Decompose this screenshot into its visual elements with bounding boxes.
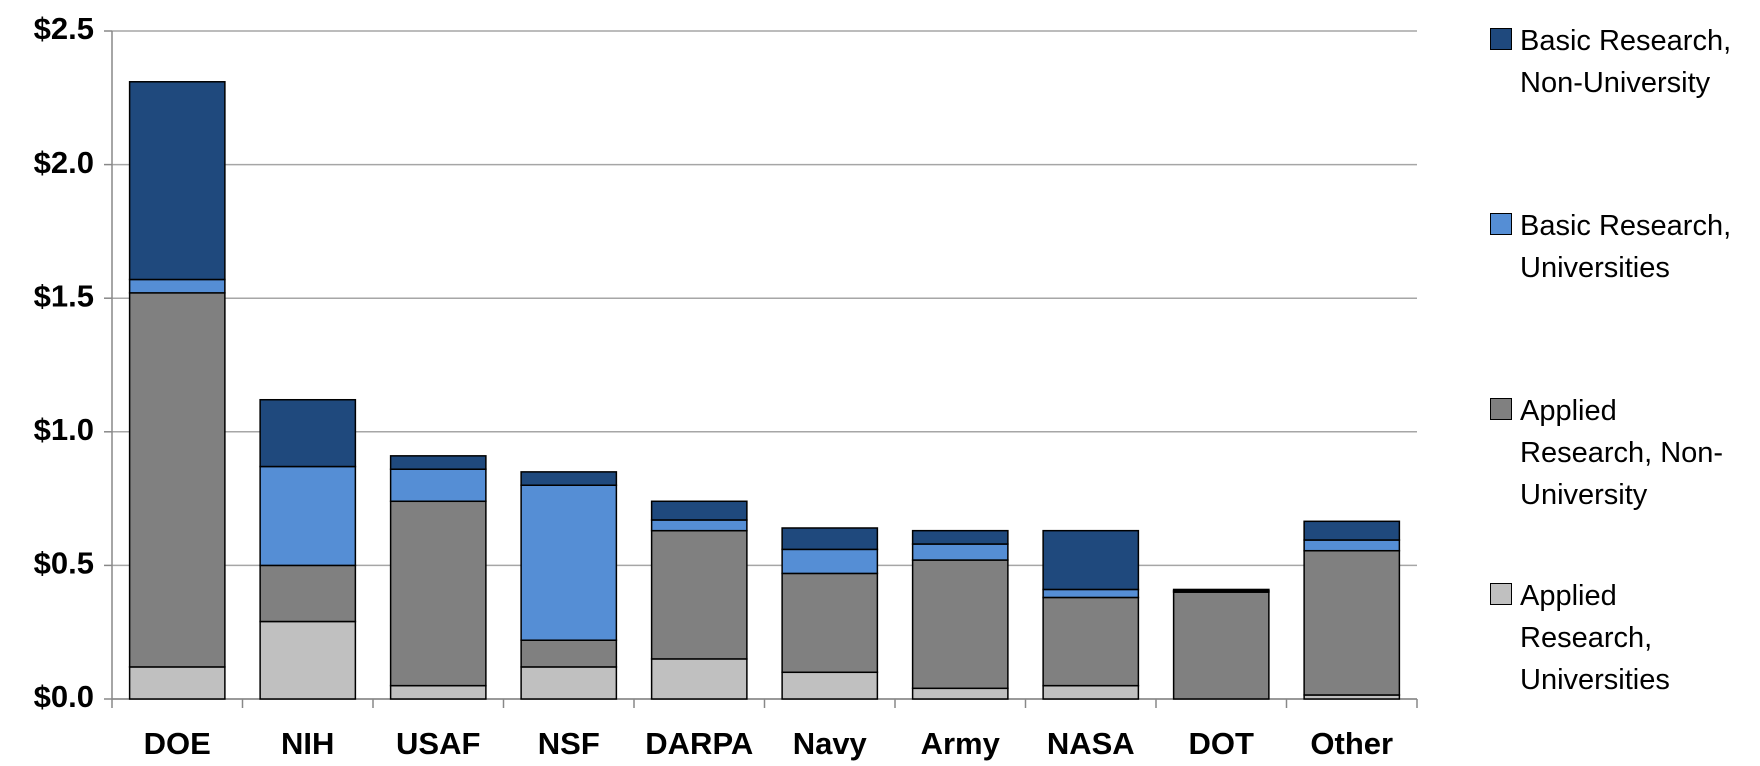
- x-tick-label: DOT: [1189, 726, 1255, 761]
- bar-segment: [1042, 596, 1140, 687]
- y-tick-label: $0.5: [34, 546, 94, 581]
- y-tick-label: $1.5: [34, 278, 94, 313]
- bar-segment: [650, 658, 748, 700]
- bar-segment: [781, 527, 879, 551]
- bar-segment: [389, 684, 487, 700]
- bar-segment: [650, 519, 748, 532]
- bar-segment: [911, 543, 1009, 561]
- bar-segment: [520, 639, 618, 668]
- bar-segment: [781, 548, 879, 575]
- legend-item: Applied Research, Universities: [1490, 575, 1758, 701]
- bar-segment: [1303, 549, 1401, 696]
- y-tick-label: $2.5: [34, 11, 94, 46]
- x-tick-label: NASA: [1047, 726, 1135, 761]
- x-tick-label: USAF: [396, 726, 480, 761]
- bar-segment: [520, 666, 618, 700]
- bar-segment: [259, 465, 357, 567]
- legend-label: Basic Research, Universities: [1520, 210, 1732, 284]
- bar-segment: [259, 564, 357, 623]
- bar-segment: [911, 529, 1009, 545]
- bar-segment: [781, 671, 879, 700]
- bar-segment: [128, 292, 226, 668]
- bar-segment: [259, 398, 357, 468]
- x-tick-label: Navy: [793, 726, 868, 761]
- x-tick-label: DOE: [144, 726, 211, 761]
- legend-item: Basic Research, Non-University: [1490, 20, 1758, 104]
- bar-segment: [259, 620, 357, 700]
- bar-segment: [911, 687, 1009, 700]
- y-tick-label: $0.0: [34, 679, 94, 714]
- bar-segment: [1042, 684, 1140, 700]
- bar-segment: [1042, 588, 1140, 599]
- legend-item: Applied Research, Non-University: [1490, 390, 1758, 516]
- legend-label: Applied Research, Universities: [1520, 580, 1670, 696]
- bar-segment: [1042, 529, 1140, 591]
- bar-segment: [389, 500, 487, 687]
- bar-segment: [1303, 520, 1401, 541]
- legend-swatch: [1490, 28, 1512, 50]
- x-tick-label: Other: [1310, 726, 1393, 761]
- bar-segment: [650, 500, 748, 521]
- legend-swatch: [1490, 398, 1512, 420]
- bar-segment: [389, 455, 487, 470]
- bar-segment: [520, 484, 618, 641]
- legend-label: Basic Research, Non-University: [1520, 25, 1732, 99]
- x-tick-label: Army: [921, 726, 1001, 761]
- x-tick-label: DARPA: [645, 726, 753, 761]
- bar-segment: [520, 471, 618, 486]
- x-tick-label: NIH: [281, 726, 334, 761]
- x-tick-label: NSF: [538, 726, 600, 761]
- bar-segment: [1303, 539, 1401, 552]
- y-tick-label: $2.0: [34, 145, 94, 180]
- bar-segment: [128, 666, 226, 700]
- bar-segment: [128, 278, 226, 294]
- bar-segment: [389, 468, 487, 503]
- legend-item: Basic Research, Universities: [1490, 205, 1758, 289]
- bar-segment: [1172, 591, 1270, 700]
- bar-segment: [1172, 588, 1270, 592]
- legend-swatch: [1490, 583, 1512, 605]
- bar-segment: [781, 572, 879, 674]
- bar-segment: [128, 81, 226, 281]
- bar-segment: [650, 529, 748, 660]
- legend-swatch: [1490, 213, 1512, 235]
- bar-segment: [911, 559, 1009, 690]
- y-tick-label: $1.0: [34, 412, 94, 447]
- legend-label: Applied Research, Non-University: [1520, 395, 1724, 511]
